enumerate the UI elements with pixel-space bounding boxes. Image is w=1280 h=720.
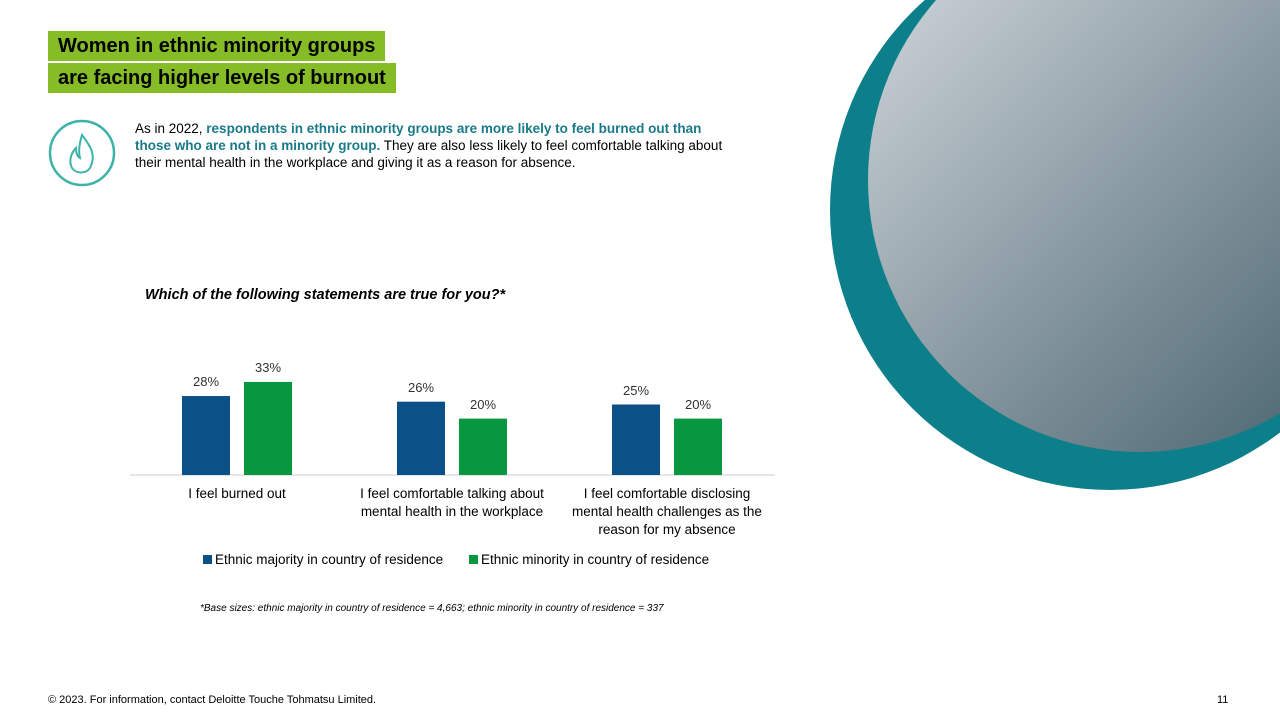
x-tick-label: I feel comfortable disclosing mental hea… (572, 486, 762, 537)
bar (612, 404, 660, 475)
intro: As in 2022, respondents in ethnic minori… (135, 120, 725, 171)
legend-swatch (469, 555, 478, 564)
page-number: 11 (1217, 694, 1229, 706)
intro-text: They are also less likely to feel comfor… (135, 138, 723, 170)
legend-label: Ethnic minority in country of residence (481, 552, 710, 567)
x-tick-label: I feel comfortable talking about mental … (360, 486, 544, 519)
value-label: 26% (407, 379, 435, 395)
bar (182, 396, 230, 475)
legend-swatch (203, 555, 212, 564)
footnote: *Base sizes: ethnic majority in country … (200, 603, 664, 614)
intro-highlight: respondents in ethnic minority groups ar… (135, 121, 702, 153)
bar (459, 418, 507, 475)
value-label: 33% (254, 359, 282, 375)
flame (69, 132, 94, 174)
value-label: 25% (622, 382, 650, 398)
legend-label: Ethnic majority in country of residence (215, 552, 444, 567)
value-label: 20% (469, 396, 497, 412)
photo (868, 0, 1280, 452)
chart-title: Which of the following statements are tr… (145, 287, 506, 303)
legend-item: Ethnic majority in country of residence (203, 552, 443, 567)
value-label: 20% (684, 396, 712, 412)
bar (244, 381, 292, 475)
footer: © 2023. For information, contact Deloitt… (48, 694, 377, 706)
icon (48, 119, 116, 187)
bar (397, 401, 445, 475)
intro-text: As in 2022, (135, 121, 207, 136)
bar (674, 418, 722, 475)
title: Women in ethnic minority groups are faci… (48, 30, 398, 94)
value-label: 28% (192, 374, 220, 390)
x-tick-label: I feel burned out (188, 486, 286, 501)
legend-item: Ethnic minority in country of residence (469, 552, 709, 567)
